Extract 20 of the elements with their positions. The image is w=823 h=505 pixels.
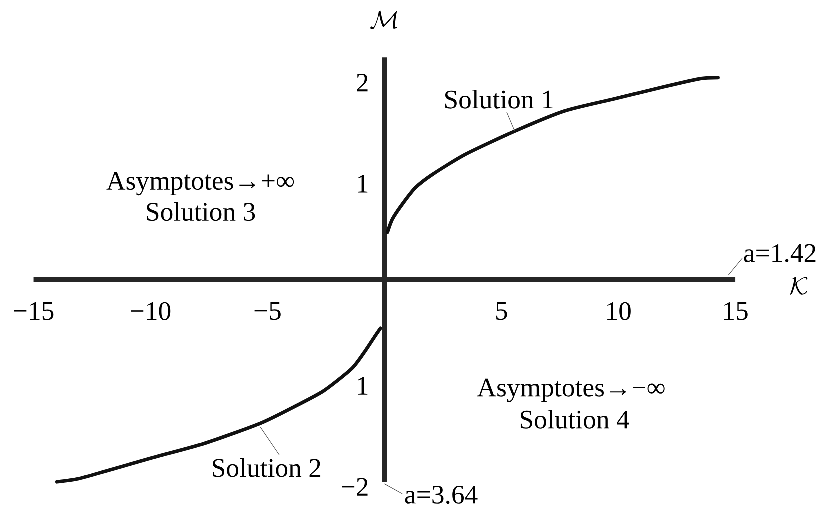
annotation: Asymptotes→−∞ [477, 378, 665, 402]
x-tick-label: −5 [254, 302, 281, 320]
y-tick-label: 2 [357, 74, 368, 92]
y-tick-label: −2 [342, 478, 368, 496]
x-tick-label: −10 [131, 302, 171, 320]
series-label: Solution 1 [445, 90, 553, 109]
y-tick-label: 1 [358, 175, 368, 193]
annotation: Solution 3 [147, 202, 256, 222]
text: a=1.42 [744, 244, 816, 263]
x-tick-label: 15 [724, 302, 748, 320]
series-label: Solution 2 [213, 458, 321, 478]
annotation: Asymptotes→+∞ [106, 172, 294, 196]
text: a=3.64 [405, 486, 478, 504]
y-tick-label: 1 [358, 377, 368, 395]
x-tick-label: 5 [496, 302, 508, 320]
x-tick-label: −15 [14, 302, 54, 320]
x-axis-title: $\mathcal{K}$ [790, 277, 808, 295]
annotation: Solution 4 [520, 410, 630, 429]
x-tick-label: 10 [608, 302, 631, 320]
y-axis-title: $\mathcal{M}$ [370, 10, 398, 30]
